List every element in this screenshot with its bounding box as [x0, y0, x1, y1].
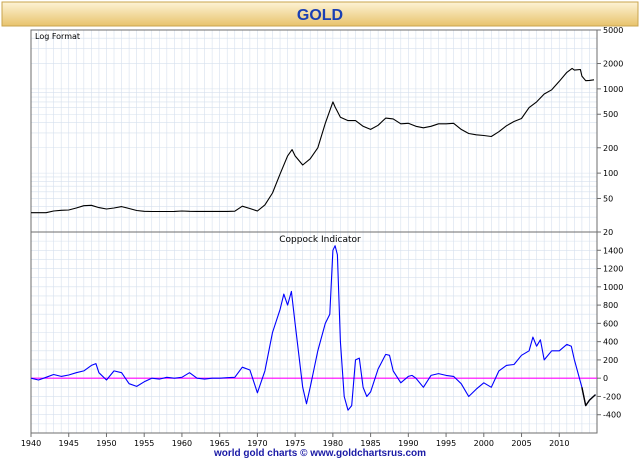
xtick-label: 1940	[21, 439, 41, 448]
coppock-panel-title: Coppock Indicator	[279, 235, 361, 245]
gold-price-line	[31, 67, 595, 214]
xtick-label: 1985	[360, 439, 380, 448]
coppock-ytick-label: 1000	[603, 283, 623, 292]
price-panel-frame	[30, 29, 598, 233]
xtick-label: 1965	[209, 439, 229, 448]
series-layer	[30, 67, 597, 411]
xtick-label: 2005	[511, 439, 531, 448]
xtick-label: 1945	[59, 439, 79, 448]
xtick-label: 1980	[323, 439, 343, 448]
xtick-label: 1990	[398, 439, 418, 448]
price-panel-label: Log Format	[35, 32, 80, 41]
coppock-ytick-label: 0	[603, 374, 608, 383]
price-ytick-label: 20	[603, 228, 613, 237]
price-ytick-label: 1000	[603, 85, 623, 94]
coppock-ytick-label: 1400	[603, 246, 623, 255]
coppock-panel-frame	[30, 231, 598, 434]
xtick-label: 1975	[285, 439, 305, 448]
coppock-ytick-label: 800	[603, 301, 618, 310]
price-ytick-label: 2000	[603, 60, 623, 69]
coppock-ytick-label: 400	[603, 338, 618, 347]
coppock-ytick-label: -400	[603, 411, 621, 420]
coppock-ytick-label: 600	[603, 319, 618, 328]
price-ytick-label: 500	[603, 110, 618, 119]
xtick-label: 1955	[134, 439, 154, 448]
coppock-recent-segment	[581, 387, 596, 407]
title-bar	[1, 1, 639, 27]
price-ytick-label: 200	[603, 144, 618, 153]
xtick-label: 2000	[474, 439, 494, 448]
price-ytick-label: 100	[603, 169, 618, 178]
coppock-ytick-label: -200	[603, 392, 621, 401]
coppock-ytick-label: 200	[603, 356, 618, 365]
xtick-label: 1995	[436, 439, 456, 448]
coppock-line	[30, 245, 596, 411]
xtick-label: 1960	[172, 439, 192, 448]
footer-credit: world gold charts © www.goldchartsrus.co…	[213, 448, 426, 459]
chart-title: GOLD	[297, 7, 343, 24]
xtick-label: 1970	[247, 439, 267, 448]
xtick-label: 1950	[96, 439, 116, 448]
price-ytick-label: 5000	[603, 26, 623, 35]
coppock-ytick-label: 1200	[603, 265, 623, 274]
xtick-label: 2010	[549, 439, 569, 448]
axes-layer: 20 50 100 200 500 1000 2000 5000 -400 -200 0 200 400…	[21, 26, 624, 448]
price-ytick-label: 50	[603, 194, 613, 203]
